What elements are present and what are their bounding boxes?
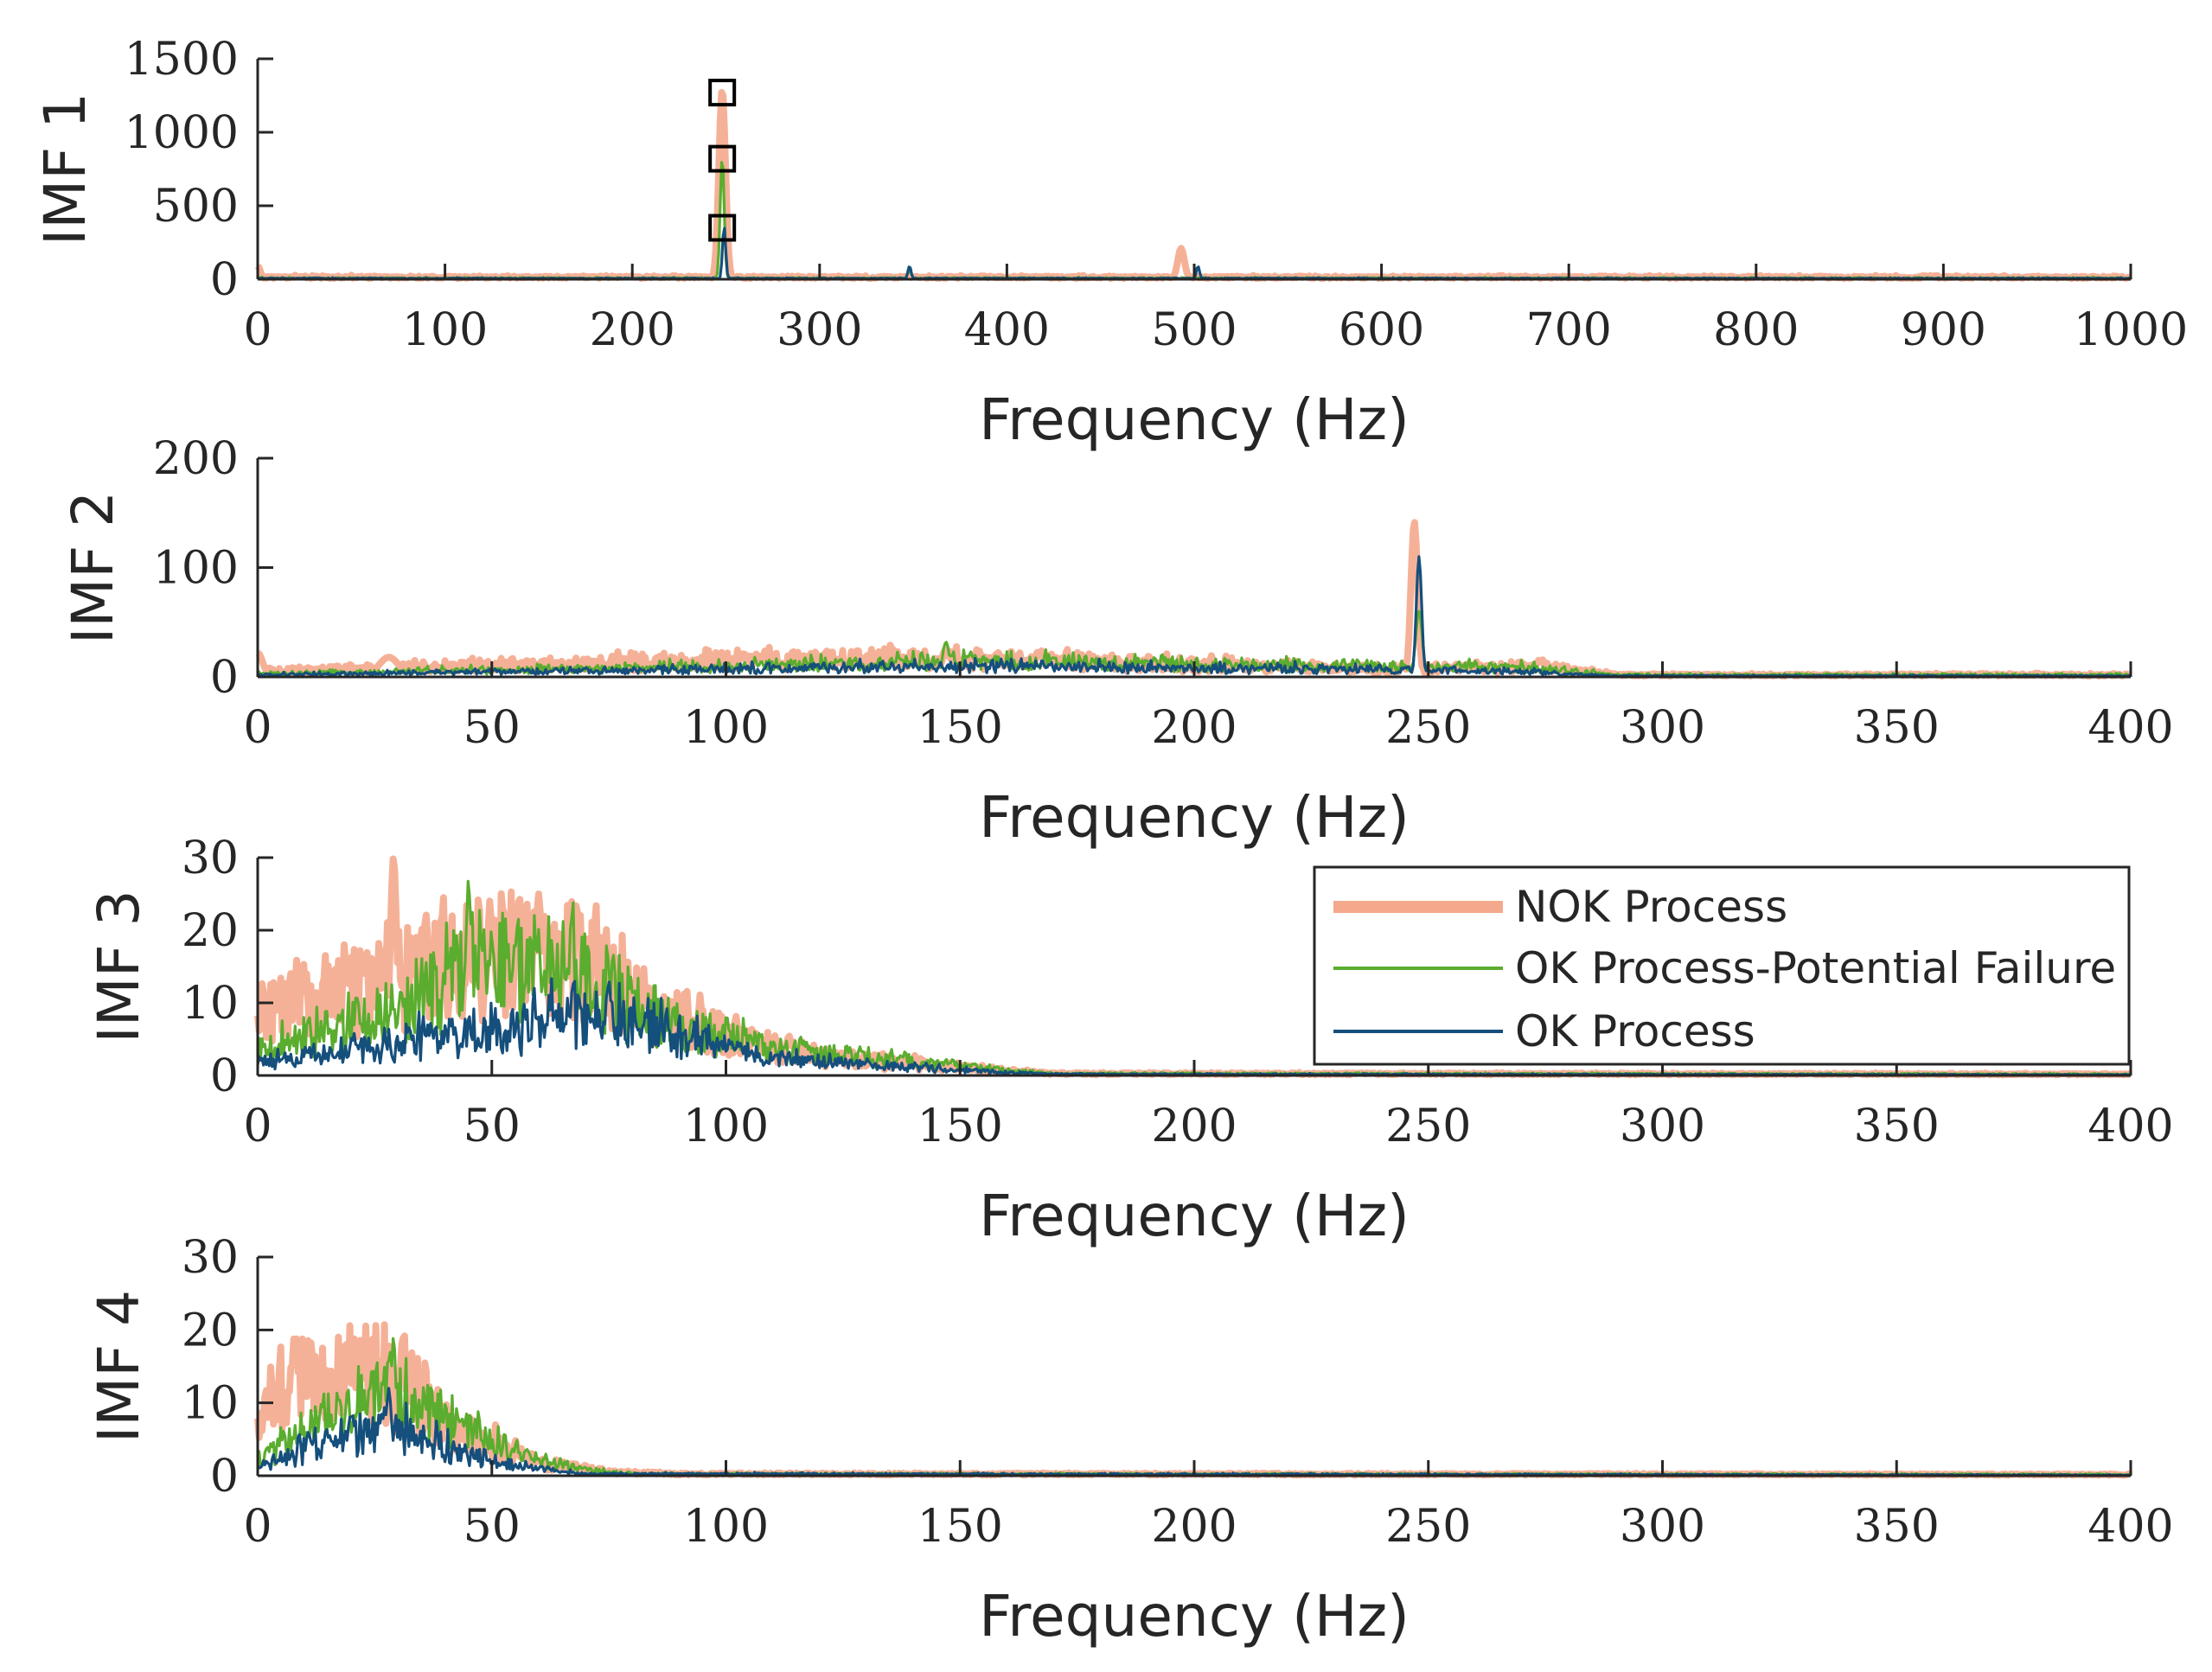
series-line-nok-process [254, 1321, 2133, 1479]
x-tick-label: 350 [1854, 1101, 1940, 1152]
x-tick-label: 0 [243, 1101, 272, 1152]
y-axis-title: IMF 1 [32, 93, 99, 246]
y-tick-label: 0 [210, 1050, 239, 1102]
y-axis-title: IMF 3 [86, 890, 152, 1043]
y-tick-label: 200 [153, 433, 239, 485]
y-tick-label: 1500 [125, 34, 239, 86]
y-tick-label: 20 [182, 905, 239, 957]
x-tick-label: 400 [964, 304, 1050, 356]
x-tick-label: 300 [1620, 1501, 1705, 1553]
x-tick-label: 0 [243, 702, 272, 754]
y-tick-label: 1000 [125, 107, 239, 159]
x-tick-label: 200 [1151, 1501, 1237, 1553]
x-tick-label: 100 [683, 702, 769, 754]
panel-imf-3: 0 50 100 150 200 250 300 350 400 0 10 20 30 Frequency… [86, 833, 2174, 1249]
x-tick-label: 100 [402, 304, 488, 356]
x-tick-label: 250 [1385, 1501, 1471, 1553]
x-axis-title: Frequency (Hz) [979, 784, 1410, 851]
x-tick-label: 350 [1854, 1501, 1940, 1553]
series-line-ok-process-potential-failure [256, 1337, 2132, 1477]
x-axis-title: Frequency (Hz) [979, 386, 1410, 453]
x-tick-label: 500 [1151, 304, 1237, 356]
x-tick-label: 150 [917, 1501, 1003, 1553]
x-tick-label: 50 [463, 1501, 521, 1553]
x-tick-label: 50 [463, 702, 521, 754]
x-tick-label: 50 [463, 1101, 521, 1152]
panel-imf-1: 0 100 200 300 400 500 600 700 800 900 1000 0 500 1000… [32, 34, 2188, 453]
x-tick-label: 800 [1713, 304, 1799, 356]
x-tick-label: 900 [1901, 304, 1986, 356]
y-tick-label: 10 [182, 978, 239, 1030]
x-axis-title: Frequency (Hz) [979, 1583, 1410, 1650]
y-tick-label: 20 [182, 1305, 239, 1356]
x-tick-label: 0 [243, 1501, 272, 1553]
x-tick-label: 0 [243, 304, 272, 356]
x-tick-label: 150 [917, 1101, 1003, 1152]
y-tick-label: 0 [210, 254, 239, 306]
peak-marker-2 [708, 144, 737, 173]
series-line-nok-process [255, 519, 2133, 680]
panel-imf-2: 0 50 100 150 200 250 300 350 400 0 100 200 Frequency… [60, 433, 2174, 851]
legend-label-2: OK Process-Potential Failure [1515, 943, 2116, 993]
x-tick-label: 350 [1854, 702, 1940, 754]
x-tick-label: 100 [683, 1501, 769, 1553]
series-line-ok-process-potential-failure [257, 161, 2132, 281]
peak-marker-3 [708, 214, 737, 242]
panel-imf-4: 0 50 100 150 200 250 300 350 400 0 10 20 30 Frequency… [86, 1232, 2174, 1650]
x-axis-title: Frequency (Hz) [979, 1183, 1410, 1249]
x-tick-label: 400 [2087, 702, 2173, 754]
legend-label-3: OK Process [1515, 1006, 1755, 1056]
x-tick-label: 200 [1151, 702, 1237, 754]
y-tick-label: 100 [153, 543, 239, 595]
series-line-nok-process [254, 89, 2133, 282]
y-tick-label: 30 [182, 1232, 239, 1284]
x-tick-label: 600 [1339, 304, 1424, 356]
legend-label-1: NOK Process [1515, 882, 1787, 932]
y-tick-label: 500 [153, 181, 239, 233]
x-tick-label: 400 [2087, 1101, 2173, 1152]
x-tick-label: 700 [1526, 304, 1612, 356]
x-tick-label: 300 [777, 304, 862, 356]
y-axis-title: IMF 4 [86, 1290, 152, 1443]
y-tick-label: 30 [182, 833, 239, 884]
x-tick-label: 300 [1620, 702, 1705, 754]
peak-marker-1 [708, 79, 737, 107]
x-tick-label: 400 [2087, 1501, 2173, 1553]
y-tick-label: 0 [210, 1451, 239, 1503]
x-tick-label: 200 [590, 304, 675, 356]
x-tick-label: 100 [683, 1101, 769, 1152]
legend: NOK Process OK Process-Potential Failure O… [1313, 865, 2131, 1066]
x-tick-label: 150 [917, 702, 1003, 754]
y-tick-label: 10 [182, 1378, 239, 1430]
x-tick-label: 250 [1385, 702, 1471, 754]
y-tick-label: 0 [210, 652, 239, 704]
x-tick-label: 250 [1385, 1101, 1471, 1152]
y-axis-title: IMF 2 [60, 491, 126, 644]
x-tick-label: 200 [1151, 1101, 1237, 1152]
x-tick-label: 300 [1620, 1101, 1705, 1152]
x-tick-label: 1000 [2074, 304, 2188, 356]
